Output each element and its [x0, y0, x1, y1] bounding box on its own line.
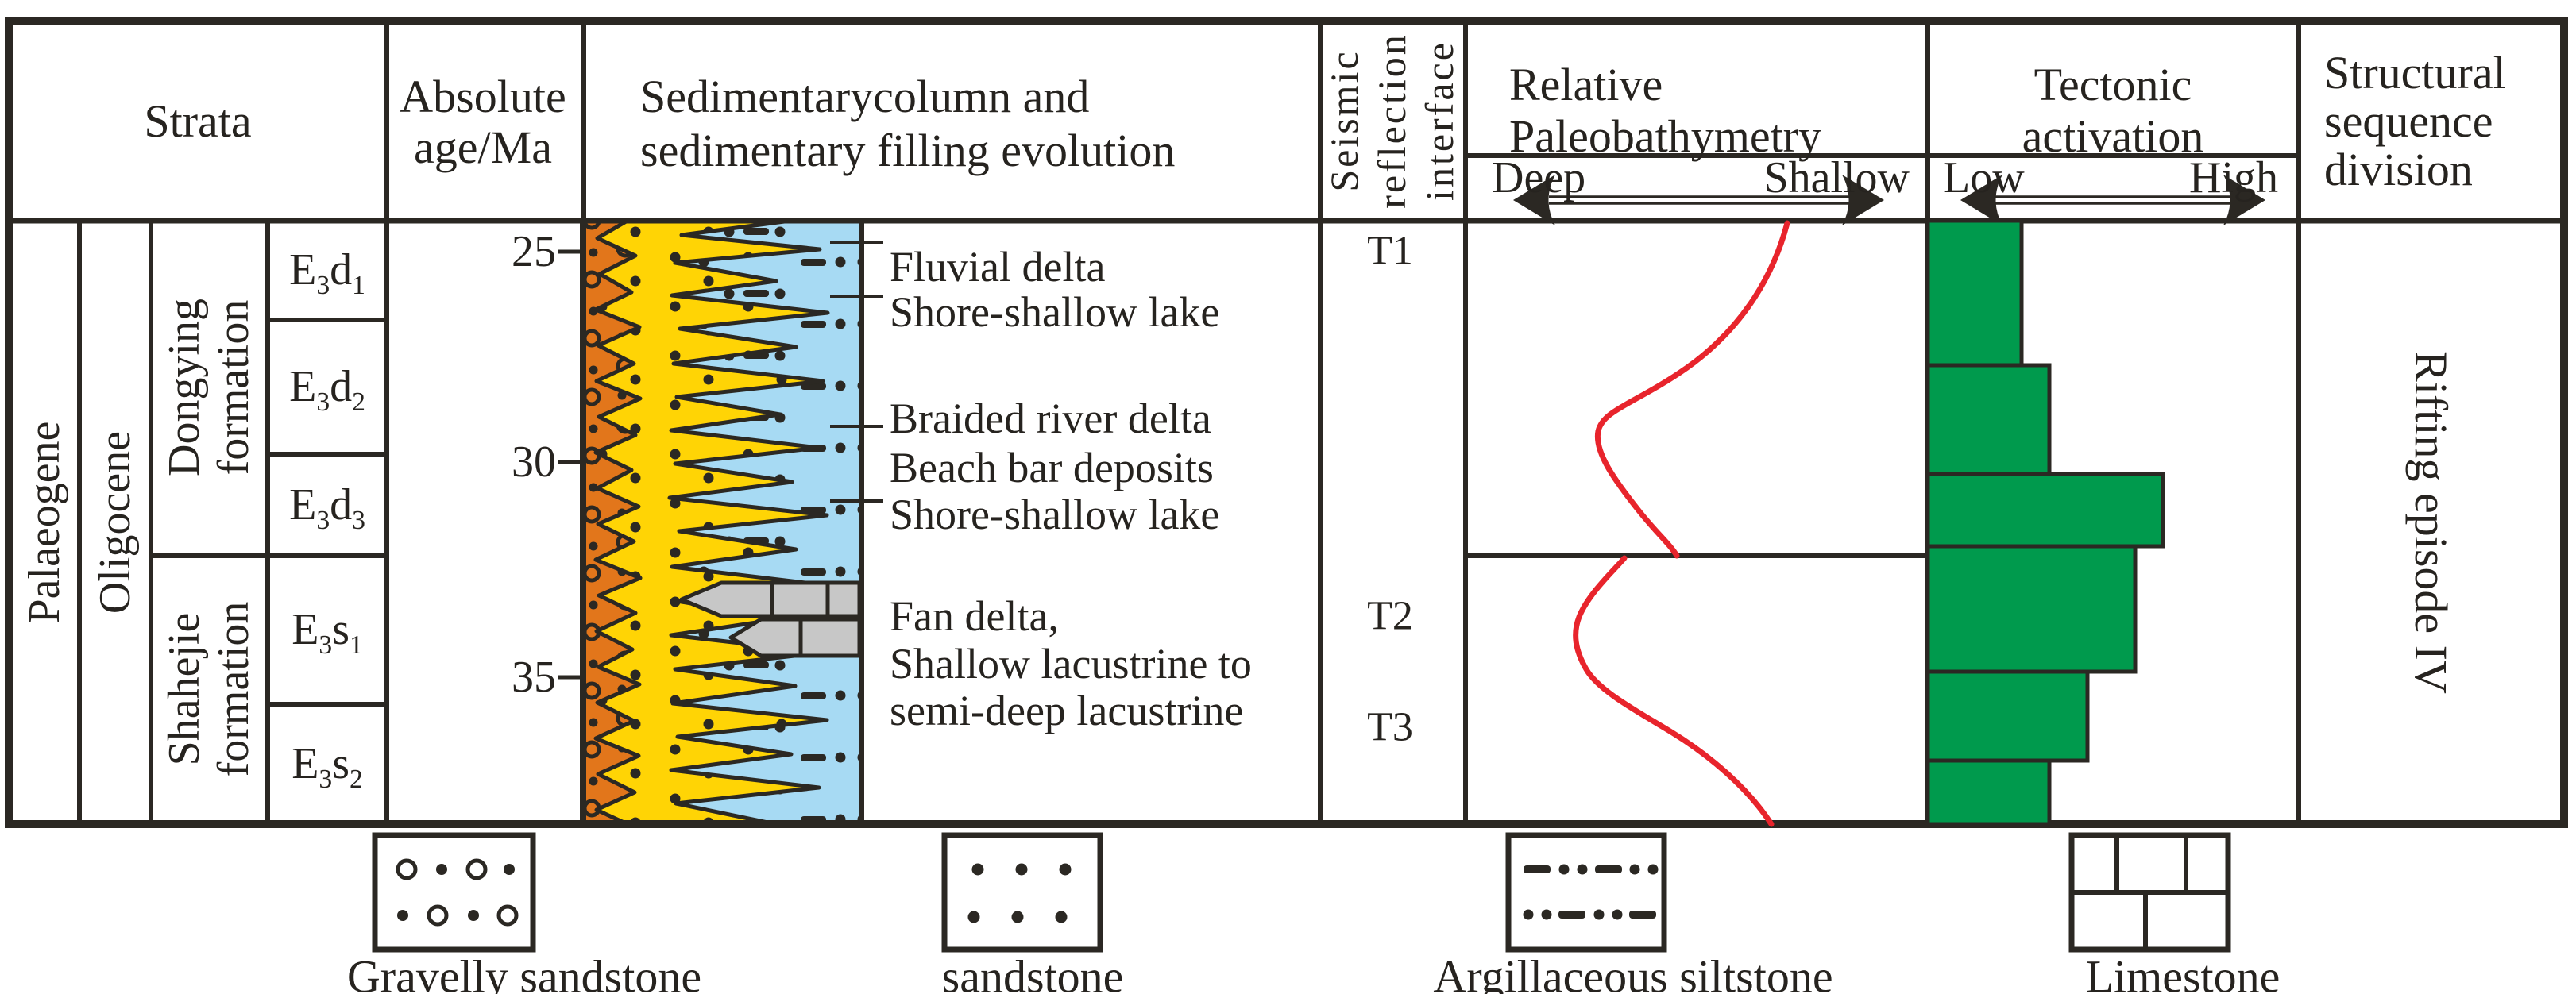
member-cell-e3s2: E3s2 — [292, 739, 363, 794]
facies-shallow-lacustrine: Shallow lacustrine to — [890, 640, 1252, 688]
absolute-age-line2: age/Ma — [414, 121, 552, 173]
age-tick-35: 35 — [512, 653, 556, 702]
facies-shore-shallow-lake-2: Shore-shallow lake — [890, 491, 1220, 538]
member-cell-e3d2: E3d2 — [289, 362, 365, 417]
member-cell-e3s1: E3s1 — [292, 605, 363, 660]
age-tick-marks — [558, 249, 582, 680]
system-cell-palaeogene: Palaeogene — [20, 421, 69, 624]
seismic-header-line1: Seismic — [1322, 49, 1366, 192]
facies-fluvial-delta: Fluvial delta — [890, 243, 1106, 291]
shahejie-line1: Shahejie — [160, 612, 209, 766]
age-tick-30: 30 — [512, 437, 556, 487]
seismic-header-line3: interface — [1417, 40, 1462, 201]
facies-leader-lines — [830, 241, 883, 503]
facies-braided-river-delta: Braided river delta — [890, 395, 1211, 442]
member-cell-e3d3: E3d3 — [289, 480, 365, 535]
seismic-interface-t3: T3 — [1367, 704, 1413, 750]
shallow-label: Shallow — [1763, 153, 1910, 202]
gravelly-sandstone-swatch — [372, 832, 536, 953]
structural-line1: Structural — [2324, 47, 2506, 98]
tectonic-activation-bars — [1925, 218, 2165, 826]
formation-cell-shahejie: Shahejie formation — [160, 602, 258, 777]
seismic-header-line2: reflection — [1369, 33, 1414, 209]
low-high-arrow — [1960, 175, 2265, 225]
shahejie-line2: formation — [209, 601, 258, 777]
legend-label-gravelly-sandstone: Gravelly sandstone — [346, 950, 702, 994]
facies-shore-shallow-lake-1: Shore-shallow lake — [890, 288, 1220, 336]
argillaceous-siltstone-swatch — [1505, 832, 1667, 953]
structural-line2: sequence — [2324, 95, 2493, 147]
seismic-interface-t1: T1 — [1367, 228, 1413, 274]
table-grid — [5, 17, 2568, 828]
limestone-swatch — [2068, 832, 2231, 953]
dongying-line1: Dongying — [160, 299, 209, 476]
legend-swatches — [372, 832, 2231, 953]
facies-beach-bar-deposits: Beach bar deposits — [890, 444, 1214, 491]
seismic-interface-t2: T2 — [1367, 593, 1413, 639]
sedimentary-header-line1: Sedimentarycolumn and — [640, 71, 1090, 122]
legend-label-limestone: Limestone — [2085, 950, 2281, 994]
member-cell-e3d1: E3d1 — [289, 245, 365, 300]
seismic-reflection-header: Seismic reflection interface — [1320, 33, 1463, 209]
paleobathymetry-curve — [1573, 220, 1790, 827]
paleo-title-line2: Paleobathymetry — [1509, 110, 1822, 162]
tectonic-title-line2: activation — [2022, 110, 2204, 162]
deep-shallow-arrow — [1513, 175, 1884, 225]
dongying-line2: formation — [209, 299, 258, 476]
facies-fan-delta: Fan delta, — [890, 592, 1059, 640]
sedimentary-header-line2: sedimentary filling evolution — [640, 125, 1176, 176]
absolute-age-line1: Absolute — [400, 71, 566, 122]
sandstone-swatch — [941, 832, 1103, 953]
deep-label: Deep — [1492, 153, 1586, 202]
age-tick-25: 25 — [512, 227, 556, 276]
legend-label-sandstone: sandstone — [941, 950, 1124, 994]
legend-label-argillaceous-siltstone: Argillaceous siltstone — [1433, 950, 1833, 994]
formation-cell-dongying: Dongying formation — [160, 299, 258, 476]
paleo-title-line1: Relative — [1509, 59, 1663, 110]
facies-semi-deep-lacustrine: semi-deep lacustrine — [890, 687, 1244, 734]
tectonic-title-line1: Tectonic — [2033, 59, 2192, 110]
low-label: Low — [1943, 153, 2025, 202]
sedimentary-column-graphic — [580, 218, 883, 826]
structural-line3: division — [2324, 144, 2473, 195]
series-cell-oligocene: Oligocene — [91, 430, 140, 615]
rifting-episode-label: Rifting episode IV — [2405, 351, 2457, 694]
high-label: High — [2189, 153, 2278, 202]
strata-header: Strata — [144, 95, 252, 147]
